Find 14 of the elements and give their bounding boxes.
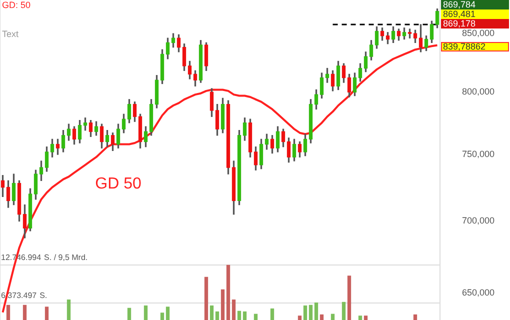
y-tick-label: 700,000 [462,216,495,226]
text: 869,784 [443,0,476,10]
text: 839,78862 [443,42,486,52]
annotation: GD: 50 [2,0,31,10]
annotation: S. [40,291,48,300]
annotation: S. / 9,5 Mrd. [44,253,88,262]
series-label: GD 50 [95,176,142,193]
y-tick-label: 650,000 [462,287,495,298]
annotation: Text [2,28,20,39]
y-tick-label: 850,000 [462,28,495,38]
y-tick-label: 750,000 [462,149,495,160]
text: 869,178 [443,18,476,29]
y-tick-label: 800,000 [462,86,495,97]
text: 869,481 [443,9,476,20]
